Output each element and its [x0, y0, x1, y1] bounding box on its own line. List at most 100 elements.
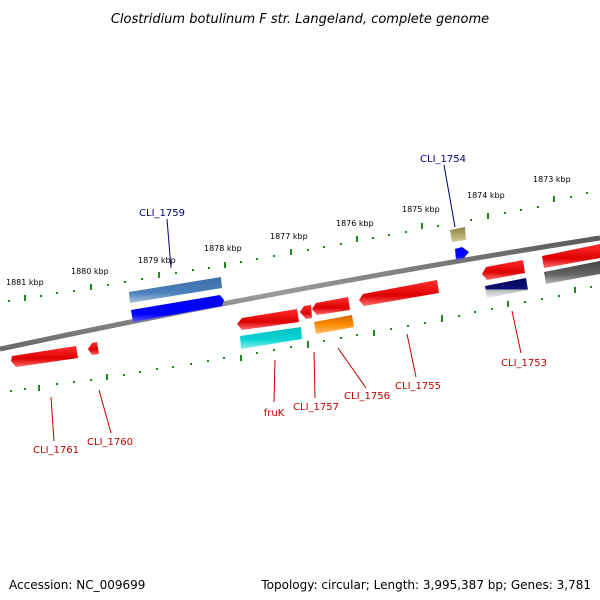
tick [541, 298, 543, 300]
tick [107, 284, 109, 286]
accession-text: Accession: NC_009699 [9, 578, 146, 592]
tick [223, 357, 225, 359]
kbp-labels: 1881 kbp 1880 kbp 1879 kbp 1878 kbp 1877… [6, 175, 571, 287]
leader-line [443, 164, 456, 228]
gene-label-cli-1759: CLI_1759 [139, 208, 185, 219]
gene-cli-1755[interactable] [359, 280, 439, 306]
tick [123, 374, 125, 376]
gene-cli-1761[interactable] [11, 346, 78, 367]
gene-forward-red[interactable] [542, 244, 600, 268]
tick [424, 322, 426, 324]
gene-label-cli-1755: CLI_1755 [395, 381, 441, 392]
kbp-label: 1878 kbp [204, 244, 242, 253]
tick [491, 308, 493, 310]
tick [40, 295, 42, 297]
tick [190, 363, 192, 365]
leader-line [511, 310, 522, 354]
gene-cli-1754[interactable] [450, 227, 466, 242]
tick [405, 231, 407, 233]
gene-cli-1757-a[interactable] [300, 305, 312, 319]
tick [124, 281, 126, 283]
kbp-label: 1879 kbp [138, 256, 176, 265]
tick [574, 287, 576, 293]
tick [372, 237, 374, 239]
tick [290, 249, 292, 255]
tick [273, 349, 275, 351]
gene-cli-1753[interactable] [485, 278, 528, 298]
tick [323, 246, 325, 248]
gene-forward-blue[interactable] [131, 295, 224, 322]
tick [558, 295, 560, 297]
tick [421, 223, 423, 229]
gene-forward-small-blue[interactable] [455, 247, 469, 260]
kbp-label: 1876 kbp [336, 219, 374, 228]
gene-red-2[interactable] [482, 260, 525, 280]
reverse-tick-ruler [10, 286, 592, 392]
tick [474, 311, 476, 313]
leader-line [98, 389, 112, 434]
tick [273, 255, 275, 257]
gene-cli-1759[interactable] [129, 277, 222, 303]
tick [175, 272, 177, 274]
tick [537, 206, 539, 208]
tick [106, 374, 108, 380]
tick [590, 286, 592, 288]
forward-strand-genes [129, 227, 600, 322]
tick [407, 325, 409, 327]
kbp-label: 1874 kbp [467, 191, 505, 200]
gene-label-cli-1753: CLI_1753 [501, 358, 547, 369]
map-title: Clostridium botulinum F str. Langeland, … [111, 12, 489, 27]
tick [256, 352, 258, 354]
tick [458, 315, 460, 317]
tick [553, 196, 555, 202]
tick [10, 390, 12, 392]
tick [256, 258, 258, 260]
leader-line [166, 218, 172, 269]
tick [172, 366, 174, 368]
tick [570, 196, 572, 198]
gene-label-cli-1754: CLI_1754 [420, 154, 466, 165]
gene-gray[interactable] [544, 261, 600, 284]
leader-line [313, 351, 316, 399]
tick [520, 209, 522, 211]
gene-label-cli-1761: CLI_1761 [33, 445, 79, 456]
gene-label-cli-1760: CLI_1760 [87, 437, 133, 448]
gene-cli-1760[interactable] [88, 342, 99, 355]
forward-tick-ruler [8, 192, 588, 302]
tick [90, 284, 92, 290]
tick [240, 355, 242, 361]
tick [470, 219, 472, 221]
gene-cli-1757-b[interactable] [312, 297, 350, 315]
tick [307, 249, 309, 251]
tick [290, 346, 292, 348]
kbp-label: 1880 kbp [71, 267, 109, 276]
tick [390, 328, 392, 330]
tick [307, 341, 309, 348]
tick [192, 269, 194, 271]
tick [507, 301, 509, 307]
tick [240, 261, 242, 263]
tick [24, 295, 26, 301]
tick [38, 385, 40, 391]
gene-fruk[interactable] [240, 327, 302, 349]
tick [524, 301, 526, 303]
tick [373, 330, 375, 336]
tick [73, 290, 75, 292]
tick [323, 340, 325, 342]
tick [487, 213, 489, 219]
tick [340, 243, 342, 245]
kbp-label: 1873 kbp [533, 175, 571, 184]
tick [156, 368, 158, 370]
tick [388, 234, 390, 236]
gene-label-cli-1757: CLI_1757 [293, 402, 339, 413]
tick [56, 292, 58, 294]
kbp-label: 1875 kbp [402, 205, 440, 214]
topology-text: Topology: circular; Length: 3,995,387 bp… [261, 578, 591, 592]
tick [586, 192, 588, 194]
tick [56, 383, 58, 385]
tick [356, 236, 358, 242]
gene-cli-1756[interactable] [314, 315, 354, 334]
gene-red-1[interactable] [237, 309, 299, 330]
leader-line [50, 396, 55, 442]
